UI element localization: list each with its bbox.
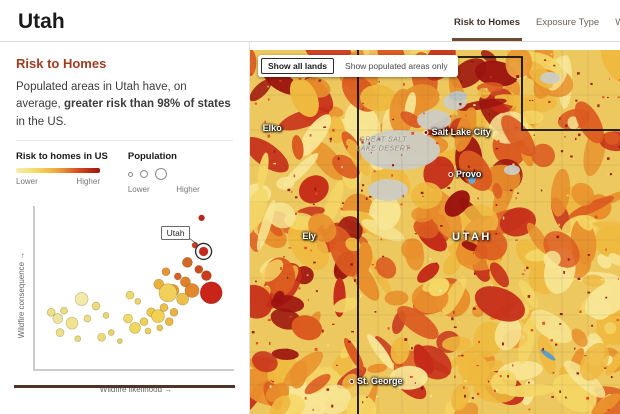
population-circles [127,168,200,181]
population-legend-labels: Lower Higher [128,185,200,194]
summary-text: Populated areas in Utah have, on average… [16,79,233,131]
divider [16,139,233,141]
risk-legend-higher: Higher [76,176,100,186]
population-circle-small [127,171,133,177]
population-circle-large [154,168,167,181]
population-legend-title: Population [127,150,177,162]
section-title: Risk to Homes [16,56,107,71]
summary-post: in the US. [16,115,67,128]
section-divider [14,385,235,388]
risk-map[interactable] [250,50,620,414]
map-panel[interactable]: Elko Salt Lake City Provo Ely UTAH St. George… [250,50,620,414]
show-all-lands-button[interactable]: Show all lands [261,58,335,74]
risk-scatter-chart: Utah Wildfire likelihood → Wildfire conseq… [17,205,234,394]
summary-pre: Populated areas in Utah have, on average… [16,81,187,111]
x-axis-label: Wildfire likelihood → [100,385,172,394]
population-legend-higher: Higher [176,184,200,194]
svg-text:Utah: Utah [167,228,185,238]
tab-wildfire-likelihood[interactable]: Wildfire Likelihood [613,17,620,41]
page-header: Utah Risk to Homes Exposure Type Wildfir… [0,0,620,42]
population-legend-lower: Lower [127,184,150,194]
risk-legend-lower: Lower [16,176,38,186]
risk-legend-title: Risk to homes in US [16,150,108,162]
population-circle-medium [139,170,148,179]
risk-legend: Risk to homes in US Lower Higher [16,151,108,194]
highlight-label-box [161,225,191,240]
tab-bar: Risk to Homes Exposure Type Wildfire Lik… [452,0,620,41]
highlight-ring [194,242,213,260]
risk-gradient-bar [16,167,100,173]
y-axis-label: Wildfire consequence → [17,251,26,338]
left-panel: Risk to Homes Populated areas in Utah ha… [0,42,250,414]
legend-row: Risk to homes in US Lower Higher Populat… [16,151,233,194]
population-legend: Population Lower Higher [127,150,200,194]
show-populated-areas-button[interactable]: Show populated areas only [338,58,455,74]
tab-risk-to-homes[interactable]: Risk to Homes [452,17,522,41]
summary-bold: greater risk than 98% of states [63,98,231,111]
map-layer-toggle: Show all lands Show populated areas only [258,55,458,77]
page-title: Utah [18,10,65,33]
tab-exposure-type[interactable]: Exposure Type [536,17,600,28]
risk-legend-labels: Lower Higher [16,177,100,186]
